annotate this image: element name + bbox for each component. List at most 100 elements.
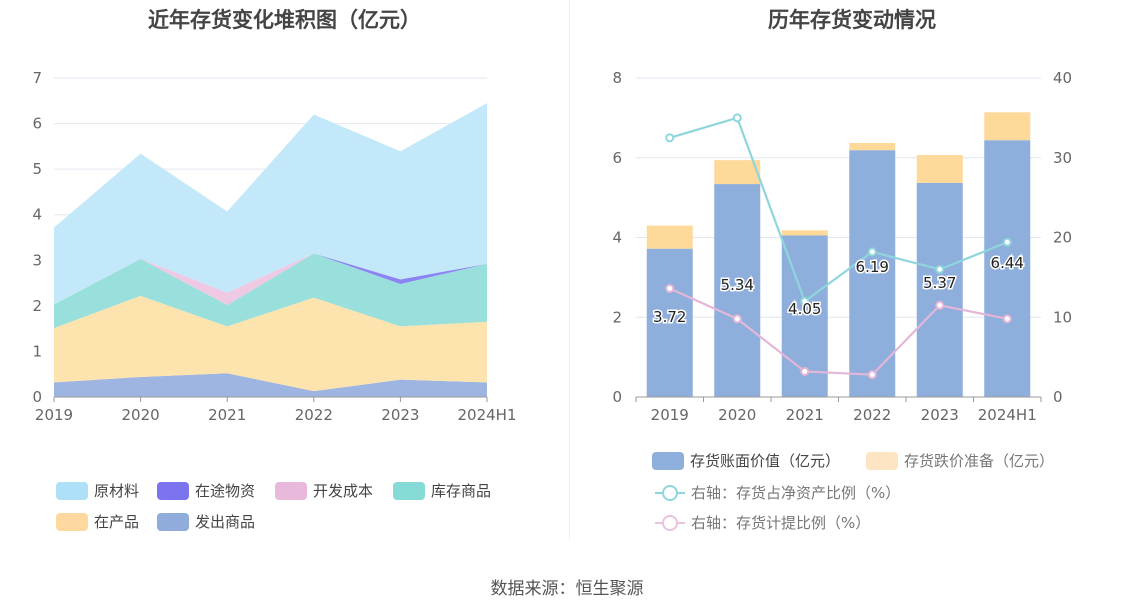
y-tick-label: 4 [32, 206, 42, 224]
bar-data-label: 6.44 [991, 254, 1024, 272]
line-point [800, 296, 810, 306]
bar-data-label: 5.37 [923, 274, 956, 292]
y-tick-label: 2 [612, 308, 622, 326]
line-point [867, 247, 877, 257]
right-chart-title: 历年存货变动情况 [768, 8, 936, 32]
bar-provision [849, 142, 896, 151]
legend-label: 在途物资 [195, 482, 256, 500]
legend-item[interactable]: 开发成本 [275, 480, 373, 501]
legend-item[interactable]: 右轴：存货计提比例（%） [655, 512, 870, 533]
legend-swatch [157, 512, 189, 531]
x-tick-label: 2021 [786, 406, 824, 424]
y-tick-label: 5 [32, 160, 42, 178]
legend-label: 库存商品 [431, 482, 492, 500]
legend-swatch [652, 451, 684, 470]
bar-book-value [916, 182, 963, 397]
legend-item[interactable]: 在途物资 [157, 480, 255, 501]
x-tick-label: 2024H1 [978, 406, 1037, 424]
bar-book-value [714, 184, 761, 397]
legend-label: 右轴：存货占净资产比例（%） [691, 484, 901, 502]
legend-item[interactable]: 存货跌价准备（亿元） [866, 450, 1054, 471]
y-tick-label: 0 [612, 388, 622, 406]
line-point [665, 133, 675, 143]
y-tick-label: 0 [32, 388, 42, 406]
x-tick-label: 2020 [718, 406, 756, 424]
bar-book-value [849, 150, 896, 397]
x-tick-label: 2023 [921, 406, 959, 424]
bar-provision [781, 230, 828, 236]
y2-tick-label: 30 [1053, 149, 1072, 167]
legend-label: 原材料 [94, 482, 140, 500]
y2-tick-label: 20 [1053, 229, 1072, 247]
y-tick-label: 8 [612, 69, 622, 87]
legend-swatch [275, 481, 307, 500]
y-tick-label: 4 [612, 229, 622, 247]
legend-item[interactable]: 存货账面价值（亿元） [652, 450, 840, 471]
y2-tick-label: 0 [1053, 388, 1063, 406]
y-tick-label: 6 [32, 115, 42, 133]
line-point [867, 370, 877, 380]
bar-data-label: 3.72 [653, 308, 686, 326]
line-provision-ratio [669, 287, 1008, 376]
bar-data-label: 5.34 [721, 276, 754, 294]
bar-line-chart: 0 2 4 6 8 0 10 20 30 40 2019 2020 2021 2022 2023 2024H1… [612, 69, 1072, 424]
legend-swatch [655, 514, 685, 532]
y-tick-label: 1 [32, 342, 42, 360]
legend-label: 发出商品 [195, 513, 256, 531]
legend-label: 存货跌价准备（亿元） [904, 452, 1055, 470]
line-point [665, 284, 675, 294]
y2-tick-label: 10 [1053, 308, 1072, 326]
x-tick-label: 2019 [651, 406, 689, 424]
line-point [1002, 314, 1012, 324]
area-库存商品 [54, 253, 487, 329]
x-tick-label: 2021 [208, 406, 246, 424]
x-tick-label: 2024H1 [458, 406, 517, 424]
x-tick-label: 2022 [295, 406, 333, 424]
area-开发成本 [54, 253, 487, 305]
bar-provision [984, 112, 1031, 141]
legend-swatch [393, 481, 425, 500]
x-tick-label: 2023 [381, 406, 419, 424]
y2-tick-label: 40 [1053, 69, 1072, 87]
legend-item[interactable]: 原材料 [56, 480, 139, 501]
y-tick-label: 2 [32, 297, 42, 315]
area-在产品 [54, 295, 487, 392]
bar-provision [646, 225, 693, 249]
line-point [732, 113, 742, 123]
line-point [732, 314, 742, 324]
line-point [1002, 237, 1012, 247]
y-tick-label: 3 [32, 251, 42, 269]
left-chart-title: 近年存货变化堆积图（亿元） [148, 8, 421, 32]
line-point [800, 366, 810, 376]
legend-item[interactable]: 右轴：存货占净资产比例（%） [655, 482, 900, 503]
legend-item[interactable]: 发出商品 [157, 511, 255, 532]
bar-provision [714, 160, 761, 185]
legend-label: 存货账面价值（亿元） [690, 452, 841, 470]
legend-item[interactable]: 库存商品 [393, 480, 491, 501]
legend-label: 右轴：存货计提比例（%） [691, 514, 871, 532]
bar-data-label: 4.05 [788, 300, 821, 318]
line-point [935, 300, 945, 310]
x-tick-label: 2020 [122, 406, 160, 424]
bar-provision [916, 154, 963, 183]
x-tick-label: 2019 [35, 406, 73, 424]
legend-swatch [56, 512, 88, 531]
legend-swatch [56, 481, 88, 500]
x-tick-label: 2022 [853, 406, 891, 424]
line-net-asset-ratio [669, 116, 1008, 304]
bar-book-value [646, 248, 693, 397]
y-tick-label: 7 [32, 69, 42, 87]
bar-book-value [984, 140, 1031, 397]
line-point [935, 264, 945, 274]
area-原材料 [54, 103, 487, 305]
y-tick-label: 6 [612, 149, 622, 167]
bar-data-label: 6.19 [856, 258, 889, 276]
area-发出商品 [54, 373, 487, 397]
data-source: 数据来源：恒生聚源 [490, 579, 644, 599]
legend-swatch [655, 484, 685, 502]
panel-divider [569, 0, 570, 540]
legend-label: 开发成本 [313, 482, 374, 500]
legend-swatch [157, 481, 189, 500]
stacked-area-chart: 0 1 2 3 4 5 6 7 2019 2020 2021 2022 2023 2024H1 [32, 69, 517, 424]
legend-item[interactable]: 在产品 [56, 511, 139, 532]
